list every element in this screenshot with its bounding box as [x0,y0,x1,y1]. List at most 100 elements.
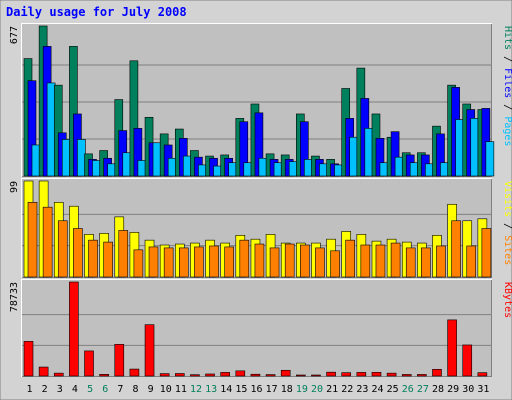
legend: Visits / Sites [502,181,512,265]
legend: Hits / Files / Pages [502,26,512,146]
bar-pages-12 [198,164,207,177]
bar-sites-26 [405,247,416,278]
bar-sites-28 [436,245,446,278]
bar-sites-30 [466,245,477,278]
bar-sites-17 [269,247,280,278]
bar-kbytes-16 [250,373,261,377]
x-tick-label: 10 [160,384,172,395]
x-tick-label: 3 [57,384,63,395]
bar-kbytes-7 [114,344,125,377]
legend-entry: Visits [502,181,512,217]
bar-sites-20 [315,247,325,278]
x-tick-label: 27 [417,384,429,395]
bar-kbytes-23 [356,372,367,377]
legend-entry: / [502,50,512,68]
bar-pages-30 [470,118,480,177]
x-tick-label: 12 [190,384,202,395]
bar-pages-1 [31,144,41,177]
x-tick-label: 28 [432,384,444,395]
legend-entry: Pages [502,116,512,146]
bar-kbytes-20 [311,374,321,377]
bar-kbytes-8 [129,368,140,377]
bar-pages-18 [288,161,298,177]
bar-pages-26 [409,162,419,177]
bar-sites-25 [390,242,401,278]
bar-pages-7 [122,152,132,177]
bar-kbytes-2 [38,366,49,377]
bar-pages-25 [394,156,404,177]
bar-sites-1 [27,202,38,278]
bar-kbytes-21 [326,371,336,377]
bar-sites-12 [194,246,204,278]
bar-kbytes-19 [296,374,306,377]
x-tick-label: 24 [372,384,384,395]
bar-sites-3 [57,220,68,278]
bar-pages-19 [304,159,313,177]
x-tick-label: 21 [326,384,338,395]
legend-entry: Sites [502,235,512,265]
chart-panels: 677 Hits / Files / Pages 99 Visits / Sites 7… [9,23,512,377]
legend-entry: Hits [502,26,512,50]
bar-kbytes-24 [371,371,382,377]
bar-kbytes-4 [69,281,79,377]
x-tick-label: 17 [266,384,278,395]
x-tick-label: 26 [402,384,414,395]
bar-sites-23 [360,244,371,278]
bar-pages-9 [152,142,162,177]
bar-sites-6 [103,241,113,278]
x-tick-label: 6 [102,384,108,395]
bar-kbytes-22 [341,372,352,377]
bar-sites-29 [451,220,461,278]
bar-kbytes-15 [235,370,246,377]
panel-2: 99 Visits / Sites [9,178,512,278]
bar-kbytes-18 [280,369,291,377]
bar-sites-15 [239,239,250,278]
bar-pages-20 [319,163,328,177]
bar-pages-29 [455,119,464,177]
bar-sites-13 [209,245,219,278]
x-tick-label: 1 [27,384,33,395]
bar-kbytes-25 [386,372,397,377]
bar-pages-23 [364,128,374,177]
bar-pages-17 [273,162,283,177]
x-tick-label: 23 [356,384,368,395]
bar-pages-16 [258,157,268,177]
bar-pages-14 [228,162,237,177]
bar-pages-6 [107,163,116,177]
bar-kbytes-10 [159,373,170,377]
bar-sites-21 [330,250,340,278]
bar-kbytes-11 [174,373,185,377]
bar-pages-28 [440,162,449,177]
bar-kbytes-28 [432,369,442,377]
y-tick-label: 677 [9,26,20,44]
bar-sites-18 [284,243,295,278]
bar-sites-2 [42,206,53,278]
bar-pages-3 [61,139,71,177]
legend-entry: / [502,217,512,235]
bar-pages-11 [182,155,192,177]
bar-kbytes-17 [265,374,276,377]
bar-sites-22 [345,239,356,278]
x-tick-label: 22 [341,384,353,395]
x-tick-label: 20 [311,384,323,395]
x-tick-label: 29 [447,384,459,395]
x-tick-label: 31 [477,384,489,395]
panel-1: 677 Hits / Files / Pages [9,23,512,177]
bar-sites-16 [254,243,265,278]
bar-sites-19 [300,244,310,278]
x-tick-label: 4 [72,384,78,395]
legend-entry: / [502,98,512,116]
bar-kbytes-30 [462,344,473,377]
x-axis-labels: 1 2 3 4 5 6 7 8 9 10 11 12 13 14 15 16 17 18 19 20 21 22 23 24 2… [27,384,490,395]
bar-pages-4 [77,139,86,177]
bar-pages-10 [167,157,177,177]
x-tick-label: 14 [220,384,232,395]
bar-pages-13 [213,165,222,177]
legend-entry: KBytes [502,282,512,318]
bar-sites-5 [88,239,98,278]
x-tick-label: 5 [87,384,93,395]
bar-pages-2 [46,82,56,177]
bar-kbytes-5 [84,350,94,377]
bar-sites-27 [421,247,431,278]
